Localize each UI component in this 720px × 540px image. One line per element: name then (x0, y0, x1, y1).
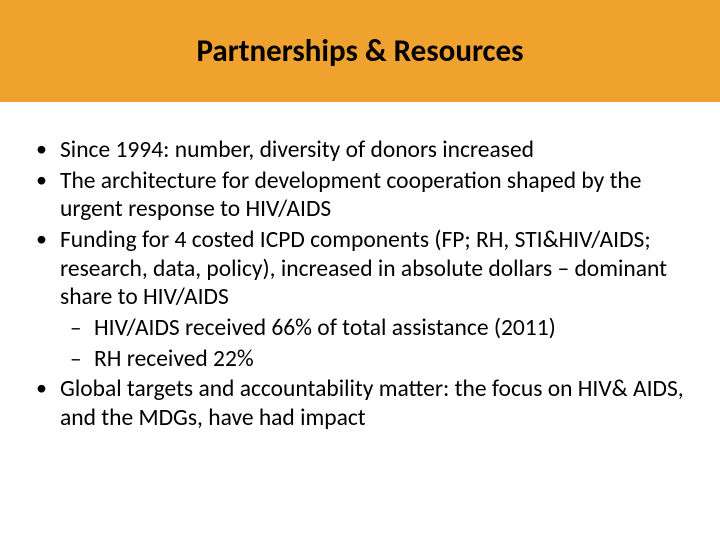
slide-title: Partnerships & Resources (197, 32, 524, 70)
title-band: Partnerships & Resources (0, 0, 720, 102)
bullet-text: HIV/AIDS received 66% of total assistanc… (94, 314, 556, 342)
list-item: Global targets and accountability matter… (30, 375, 690, 432)
sub-bullet-list: HIV/AIDS received 66% of total assistanc… (60, 314, 690, 373)
list-item: Funding for 4 costed ICPD components (FP… (30, 226, 690, 373)
bullet-text: The architecture for development coopera… (60, 167, 641, 224)
bullet-text: Since 1994: number, diversity of donors … (60, 136, 534, 164)
list-item: The architecture for development coopera… (30, 167, 690, 224)
slide-content: Since 1994: number, diversity of donors … (0, 102, 720, 433)
list-item: Since 1994: number, diversity of donors … (30, 136, 690, 165)
bullet-text: Global targets and accountability matter… (60, 375, 684, 432)
bullet-list: Since 1994: number, diversity of donors … (30, 136, 690, 433)
list-item: HIV/AIDS received 66% of total assistanc… (60, 314, 690, 343)
list-item: RH received 22% (60, 345, 690, 374)
bullet-text: Funding for 4 costed ICPD components (FP… (60, 226, 667, 311)
bullet-text: RH received 22% (94, 345, 254, 373)
